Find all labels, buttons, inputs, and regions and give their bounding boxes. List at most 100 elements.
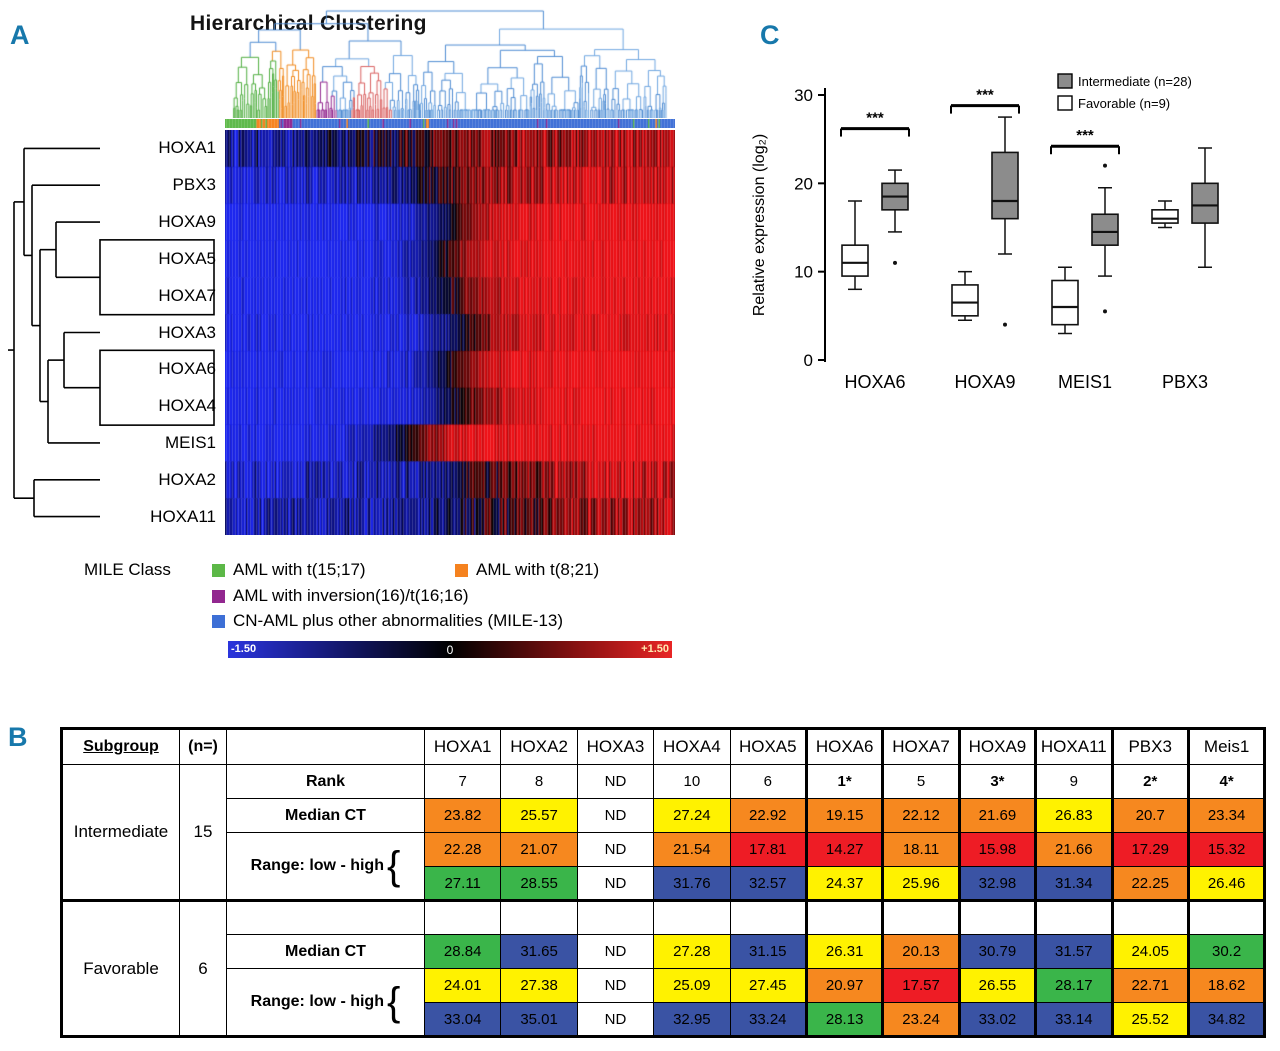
col-header-pbx3: PBX3 <box>1110 728 1190 765</box>
x-category-label: PBX3 <box>1162 372 1208 392</box>
value-cell <box>957 899 1038 935</box>
value-cell: 27.38 <box>500 968 578 1003</box>
legend-swatch <box>212 589 225 603</box>
row-label-empty <box>226 899 425 935</box>
heatmap-row-label: HOXA2 <box>158 469 216 489</box>
value-cell: 22.71 <box>1110 968 1190 1003</box>
panel-a-label: A <box>10 20 30 50</box>
n-cell: 15 <box>179 764 227 901</box>
value-cell: 7 <box>423 764 502 799</box>
value-cell: 17.81 <box>729 832 807 867</box>
y-axis-title: Relative expression (log₂) <box>751 134 768 316</box>
value-cell <box>1186 899 1267 935</box>
boxplot-svg: 0 10 20 30 Relative expression (log₂) HOXA6 HO… <box>751 73 1219 392</box>
value-cell: 34.82 <box>1186 1002 1267 1037</box>
mile-legend-item: CN-AML plus other abnormalities (MILE-13… <box>212 611 563 631</box>
value-cell <box>804 899 885 935</box>
row-label-median: Median CT <box>226 798 425 833</box>
significance-stars: *** <box>1076 127 1094 144</box>
value-cell: 25.96 <box>882 866 960 901</box>
value-cell: 31.34 <box>1035 866 1113 901</box>
value-cell: 28.17 <box>1035 968 1113 1003</box>
boxplot-legend-label: Intermediate (n=28) <box>1078 74 1192 89</box>
value-cell: 20.7 <box>1110 798 1190 833</box>
colorbar-mid-label: 0 <box>446 643 454 657</box>
value-cell <box>1035 899 1113 935</box>
value-cell: 33.24 <box>729 1002 807 1037</box>
value-cell: 4* <box>1186 764 1267 799</box>
value-cell: 33.04 <box>423 1002 502 1037</box>
value-cell: 32.57 <box>729 866 807 901</box>
heatmap-row-label: HOXA9 <box>158 212 216 232</box>
heatmap-colorbar: -1.50 0 +1.50 <box>228 641 672 658</box>
value-cell: 24.37 <box>804 866 885 901</box>
value-cell: 33.14 <box>1035 1002 1113 1037</box>
box <box>1191 182 1219 224</box>
legend-label: AML with t(8;21) <box>476 560 600 579</box>
value-cell: 1* <box>804 764 885 799</box>
box <box>951 284 979 317</box>
value-cell: ND <box>576 1002 655 1037</box>
heatmap-row-label: HOXA7 <box>158 285 216 305</box>
row-label-range: Range: low - high{ <box>226 832 425 901</box>
legend-swatch <box>212 563 225 577</box>
spacer-header <box>226 728 425 765</box>
panel-b-label: B <box>8 722 28 752</box>
boxplot-legend-swatch <box>1057 73 1073 89</box>
value-cell: 20.13 <box>882 934 960 969</box>
value-cell: 30.79 <box>957 934 1038 969</box>
y-tick-label: 30 <box>794 86 813 105</box>
value-cell <box>423 899 502 935</box>
col-header-hoxa9: HOXA9 <box>957 728 1038 765</box>
value-cell: 17.57 <box>882 968 960 1003</box>
value-cell <box>576 899 655 935</box>
value-cell: 20.97 <box>804 968 885 1003</box>
legend-label: AML with t(15;17) <box>233 560 366 579</box>
box <box>841 244 869 277</box>
value-cell: 26.31 <box>804 934 885 969</box>
y-tick-label: 10 <box>794 263 813 282</box>
value-cell: 31.15 <box>729 934 807 969</box>
value-cell: 15.98 <box>957 832 1038 867</box>
value-cell: 8 <box>500 764 578 799</box>
n-cell: 6 <box>179 899 227 1037</box>
value-cell <box>653 899 731 935</box>
value-cell: 18.62 <box>1186 968 1267 1003</box>
significance-stars: *** <box>976 87 994 104</box>
value-cell: 21.07 <box>500 832 578 867</box>
value-cell: 15.32 <box>1186 832 1267 867</box>
value-cell: 26.55 <box>957 968 1038 1003</box>
col-header-hoxa4: HOXA4 <box>653 728 731 765</box>
value-cell: 10 <box>653 764 731 799</box>
legend-swatch <box>212 614 225 628</box>
value-cell: 31.65 <box>500 934 578 969</box>
outlier-dot <box>1103 309 1107 314</box>
value-cell: 22.12 <box>882 798 960 833</box>
panel-c-label: C <box>760 20 780 50</box>
boxplot-legend-label: Favorable (n=9) <box>1078 96 1170 111</box>
value-cell: 3* <box>957 764 1038 799</box>
value-cell: 28.13 <box>804 1002 885 1037</box>
boxplot-legend-swatch <box>1057 95 1073 111</box>
value-cell <box>882 899 960 935</box>
mile-legend-item: AML with t(15;17) <box>212 560 366 580</box>
value-cell: 35.01 <box>500 1002 578 1037</box>
heatmap-row-label: HOXA6 <box>158 359 216 379</box>
outlier-dot <box>1003 322 1007 327</box>
value-cell <box>1110 899 1190 935</box>
value-cell: 23.34 <box>1186 798 1267 833</box>
value-cell: 28.84 <box>423 934 502 969</box>
box <box>1091 213 1119 246</box>
value-cell: 31.76 <box>653 866 731 901</box>
col-header-hoxa11: HOXA11 <box>1035 728 1113 765</box>
box <box>1151 209 1179 224</box>
legend-label: CN-AML plus other abnormalities (MILE-13… <box>233 611 564 630</box>
value-cell: 9 <box>1035 764 1113 799</box>
value-cell: ND <box>576 866 655 901</box>
box <box>1051 279 1079 326</box>
heatmap-row-label: HOXA5 <box>158 248 216 268</box>
value-cell: 25.09 <box>653 968 731 1003</box>
mile-class-strip <box>225 119 675 128</box>
heatmap-canvas <box>225 130 675 535</box>
